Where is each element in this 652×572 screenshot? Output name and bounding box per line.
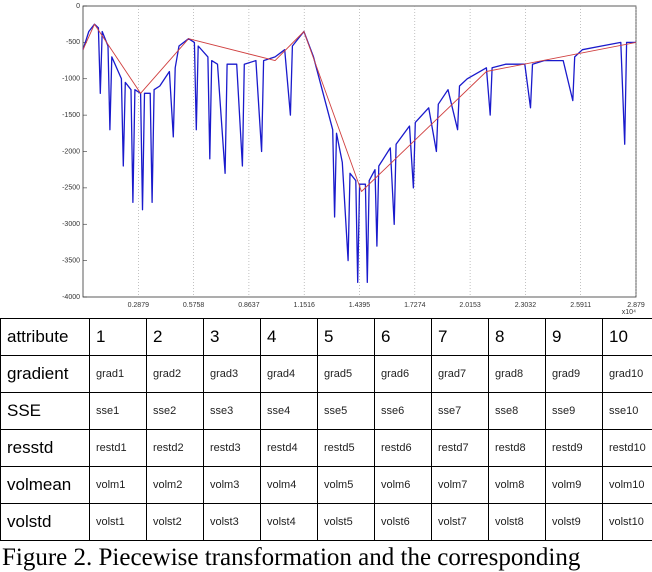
table-cell: sse5: [317, 392, 375, 430]
header-cell: 1: [89, 318, 147, 356]
table-cell: volm2: [146, 466, 204, 504]
table-cell: volm10: [602, 466, 652, 504]
table-cell: sse3: [203, 392, 261, 430]
table-cell: volm1: [89, 466, 147, 504]
y-tick-label: 0: [76, 3, 80, 10]
table-cell: grad2: [146, 355, 204, 393]
header-cell: 3: [203, 318, 261, 356]
table-cell: gradient: [0, 355, 90, 393]
y-tick-label: -2500: [62, 185, 80, 192]
table-cell: grad5: [317, 355, 375, 393]
table-row: SSE sse1 sse2 sse3 sse4 sse5 sse6 sse7 sse8 sse9 s…: [0, 392, 652, 430]
table-cell: grad8: [488, 355, 546, 393]
header-cell: 4: [260, 318, 318, 356]
header-cell: 6: [374, 318, 432, 356]
x-tick-label: 2.3032: [515, 302, 537, 309]
table-cell: volm5: [317, 466, 375, 504]
table-cell: restd1: [89, 429, 147, 467]
x-tick-label: 1.4395: [349, 302, 371, 309]
table-cell: grad9: [545, 355, 603, 393]
table-row: resstd restd1 restd2 restd3 restd4 restd5 rest…: [0, 429, 652, 467]
header-cell: 9: [545, 318, 603, 356]
table-cell: grad1: [89, 355, 147, 393]
header-cell: 7: [431, 318, 489, 356]
table-row: attribute 1 2 3 4 5 6 7 8 9 10: [0, 318, 652, 356]
attribute-table: attribute 1 2 3 4 5 6 7 8 9 10 gradient grad1 grad2 gr…: [0, 318, 652, 541]
segment-line: [82, 23, 637, 192]
table-cell: volst5: [317, 503, 375, 541]
y-tick-label: -2000: [62, 148, 80, 155]
table-cell: volst8: [488, 503, 546, 541]
table-cell: volm4: [260, 466, 318, 504]
table-row: volmean volm1 volm2 volm3 volm4 volm5 volm6 vol…: [0, 466, 652, 504]
table-cell: volst4: [260, 503, 318, 541]
table-cell: sse4: [260, 392, 318, 430]
table-cell: volst9: [545, 503, 603, 541]
y-tick-label: -3500: [62, 257, 80, 264]
table-cell: volst3: [203, 503, 261, 541]
table-cell: volm7: [431, 466, 489, 504]
table-cell: volst6: [374, 503, 432, 541]
caption: Figure 2. Piecewise transformation and t…: [2, 544, 581, 571]
table-cell: sse1: [89, 392, 147, 430]
y-tick-label: -1500: [62, 112, 80, 119]
table-cell: restd3: [203, 429, 261, 467]
x-multiplier: x10⁴: [622, 309, 636, 316]
table-row: volstd volst1 volst2 volst3 volst4 volst5 vols…: [0, 503, 652, 541]
table-cell: volm8: [488, 466, 546, 504]
table-cell: volmean: [0, 466, 90, 504]
y-tick-label: -4000: [62, 294, 80, 301]
table-cell: volst7: [431, 503, 489, 541]
table-cell: sse6: [374, 392, 432, 430]
x-tick-label: 2.879: [627, 302, 645, 309]
header-cell: attribute: [0, 318, 90, 356]
x-tick-label: 0.5758: [183, 302, 205, 309]
table-cell: sse7: [431, 392, 489, 430]
table-cell: restd9: [545, 429, 603, 467]
table-cell: restd5: [317, 429, 375, 467]
table-cell: volm3: [203, 466, 261, 504]
table-cell: sse10: [602, 392, 652, 430]
table-cell: SSE: [0, 392, 90, 430]
table-cell: sse9: [545, 392, 603, 430]
y-tick-label: -3000: [62, 221, 80, 228]
header-cell: 10: [602, 318, 652, 356]
table-cell: restd2: [146, 429, 204, 467]
x-tick-label: 1.1516: [293, 302, 315, 309]
table-cell: volstd: [0, 503, 90, 541]
table-cell: resstd: [0, 429, 90, 467]
header-cell: 5: [317, 318, 375, 356]
table-cell: grad7: [431, 355, 489, 393]
table-cell: volst2: [146, 503, 204, 541]
table-cell: volm9: [545, 466, 603, 504]
x-tick-label: 2.0153: [459, 302, 481, 309]
table-cell: volst10: [602, 503, 652, 541]
plot-frame: [82, 5, 637, 298]
table-cell: restd8: [488, 429, 546, 467]
table-cell: restd7: [431, 429, 489, 467]
header-cell: 2: [146, 318, 204, 356]
table-cell: restd4: [260, 429, 318, 467]
table-row: gradient grad1 grad2 grad3 grad4 grad5 grad6 gr…: [0, 355, 652, 393]
table-cell: grad4: [260, 355, 318, 393]
table-cell: grad6: [374, 355, 432, 393]
table-cell: restd6: [374, 429, 432, 467]
chart: x10⁴ 0 -500 -1000 -1500 -2000 -2500 -3000 -3500…: [62, 3, 645, 316]
header-cell: 8: [488, 318, 546, 356]
x-tick-label: 2.5911: [570, 302, 591, 309]
table-cell: volst1: [89, 503, 147, 541]
x-tick-label: 0.2879: [128, 302, 150, 309]
table-cell: grad3: [203, 355, 261, 393]
y-tick-label: -500: [66, 39, 80, 46]
x-tick-label: 0.8637: [238, 302, 260, 309]
y-tick-label: -1000: [62, 76, 80, 83]
x-tick-label: 1.7274: [404, 302, 426, 309]
table-cell: sse2: [146, 392, 204, 430]
table-cell: volm6: [374, 466, 432, 504]
table-cell: grad10: [602, 355, 652, 393]
table-cell: sse8: [488, 392, 546, 430]
table-cell: restd10: [602, 429, 652, 467]
